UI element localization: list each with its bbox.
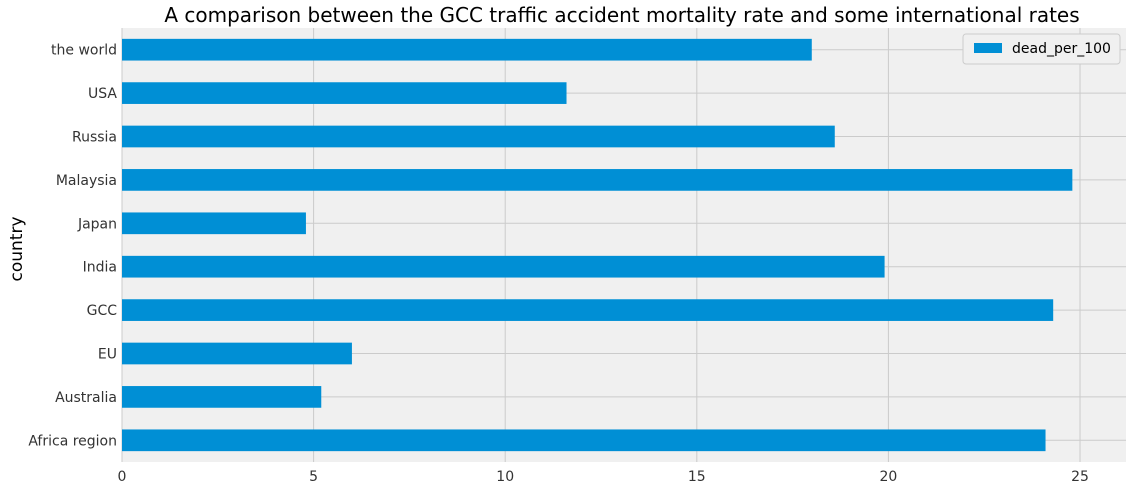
bar-usa bbox=[122, 82, 567, 104]
bar-japan bbox=[122, 212, 306, 235]
y-tick-label: USA bbox=[88, 86, 117, 102]
x-tick-label: 10 bbox=[496, 469, 514, 485]
legend-label: dead_per_100 bbox=[1012, 41, 1111, 57]
y-tick-label: EU bbox=[98, 347, 117, 363]
bar-russia bbox=[122, 125, 835, 148]
x-tick-label: 25 bbox=[1071, 469, 1089, 485]
legend: dead_per_100 bbox=[962, 33, 1121, 65]
y-tick-label: the world bbox=[51, 43, 117, 59]
y-axis-ticks: Africa region Australia EU GCC India Japan Mal… bbox=[28, 43, 117, 450]
y-tick-label: Africa region bbox=[28, 433, 117, 449]
x-tick-label: 20 bbox=[879, 469, 897, 485]
bar-the-world bbox=[122, 38, 812, 61]
bar-africa-region bbox=[122, 429, 1046, 452]
legend-swatch bbox=[974, 43, 1002, 53]
x-tick-label: 15 bbox=[688, 469, 706, 485]
y-tick-label: Malaysia bbox=[56, 173, 117, 189]
y-tick-label: Australia bbox=[55, 390, 117, 406]
bar-eu bbox=[122, 342, 352, 365]
y-tick-label: Russia bbox=[72, 130, 117, 146]
x-tick-label: 0 bbox=[118, 469, 127, 485]
y-axis-label: country bbox=[7, 216, 27, 281]
bars bbox=[122, 38, 1073, 452]
bar-australia bbox=[122, 386, 322, 408]
x-axis-ticks: 0 5 10 15 20 25 bbox=[118, 469, 1089, 485]
x-tick-label: 5 bbox=[309, 469, 318, 485]
y-tick-label: GCC bbox=[87, 303, 118, 319]
bar-malaysia bbox=[122, 169, 1073, 191]
chart-title: A comparison between the GCC traffic acc… bbox=[164, 3, 1079, 27]
y-tick-label: India bbox=[83, 260, 117, 276]
bar-india bbox=[122, 255, 885, 278]
legend-box bbox=[962, 33, 1121, 65]
y-tick-label: Japan bbox=[77, 216, 117, 232]
bar-gcc bbox=[122, 299, 1054, 321]
